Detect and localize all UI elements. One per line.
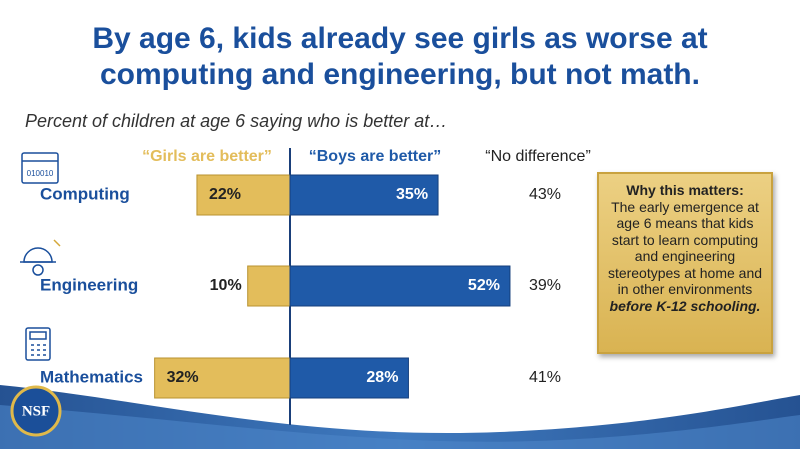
- value-label: 52%: [468, 277, 500, 294]
- icon-engineering: [20, 239, 61, 276]
- icon-computing: 010010: [21, 152, 59, 184]
- note-body: The early emergence at age 6 means that …: [607, 198, 763, 298]
- background-wave-light: [0, 405, 800, 449]
- note-box: Why this matters: The early emergence at…: [597, 172, 773, 354]
- value-label: 39%: [529, 277, 561, 294]
- category-label: Computing: [40, 184, 130, 203]
- legend-label: “Girls are better”: [142, 148, 272, 165]
- value-label: 28%: [366, 369, 398, 386]
- value-label: 32%: [167, 369, 199, 386]
- bar-girls: [196, 174, 291, 216]
- note-title: Why this matters:: [626, 182, 744, 198]
- chart-subtitle: Percent of children at age 6 saying who …: [25, 111, 447, 131]
- note-emphasis: before K-12 schooling.: [609, 297, 761, 314]
- chart-title: By age 6, kids already see girls as wors…: [92, 22, 707, 55]
- bar-boys: [289, 265, 511, 307]
- category-label: Mathematics: [40, 367, 143, 386]
- chart-title: computing and engineering, but not math.: [100, 58, 700, 91]
- value-label: 41%: [529, 369, 561, 386]
- value-label: 35%: [396, 186, 428, 203]
- value-label: 22%: [209, 186, 241, 203]
- legend-label: “Boys are better”: [309, 148, 442, 165]
- icon-mathematics: [25, 327, 51, 361]
- logo-badge: [10, 385, 62, 437]
- legend-label: “No difference”: [485, 148, 591, 165]
- bar-girls: [247, 265, 291, 307]
- svg-text:010010: 010010: [27, 169, 54, 178]
- value-label: 10%: [210, 277, 242, 294]
- bar-boys: [289, 357, 409, 399]
- category-label: Engineering: [40, 275, 138, 294]
- bar-boys: [289, 174, 439, 216]
- logo-text: NSF: [22, 403, 50, 419]
- value-label: 43%: [529, 186, 561, 203]
